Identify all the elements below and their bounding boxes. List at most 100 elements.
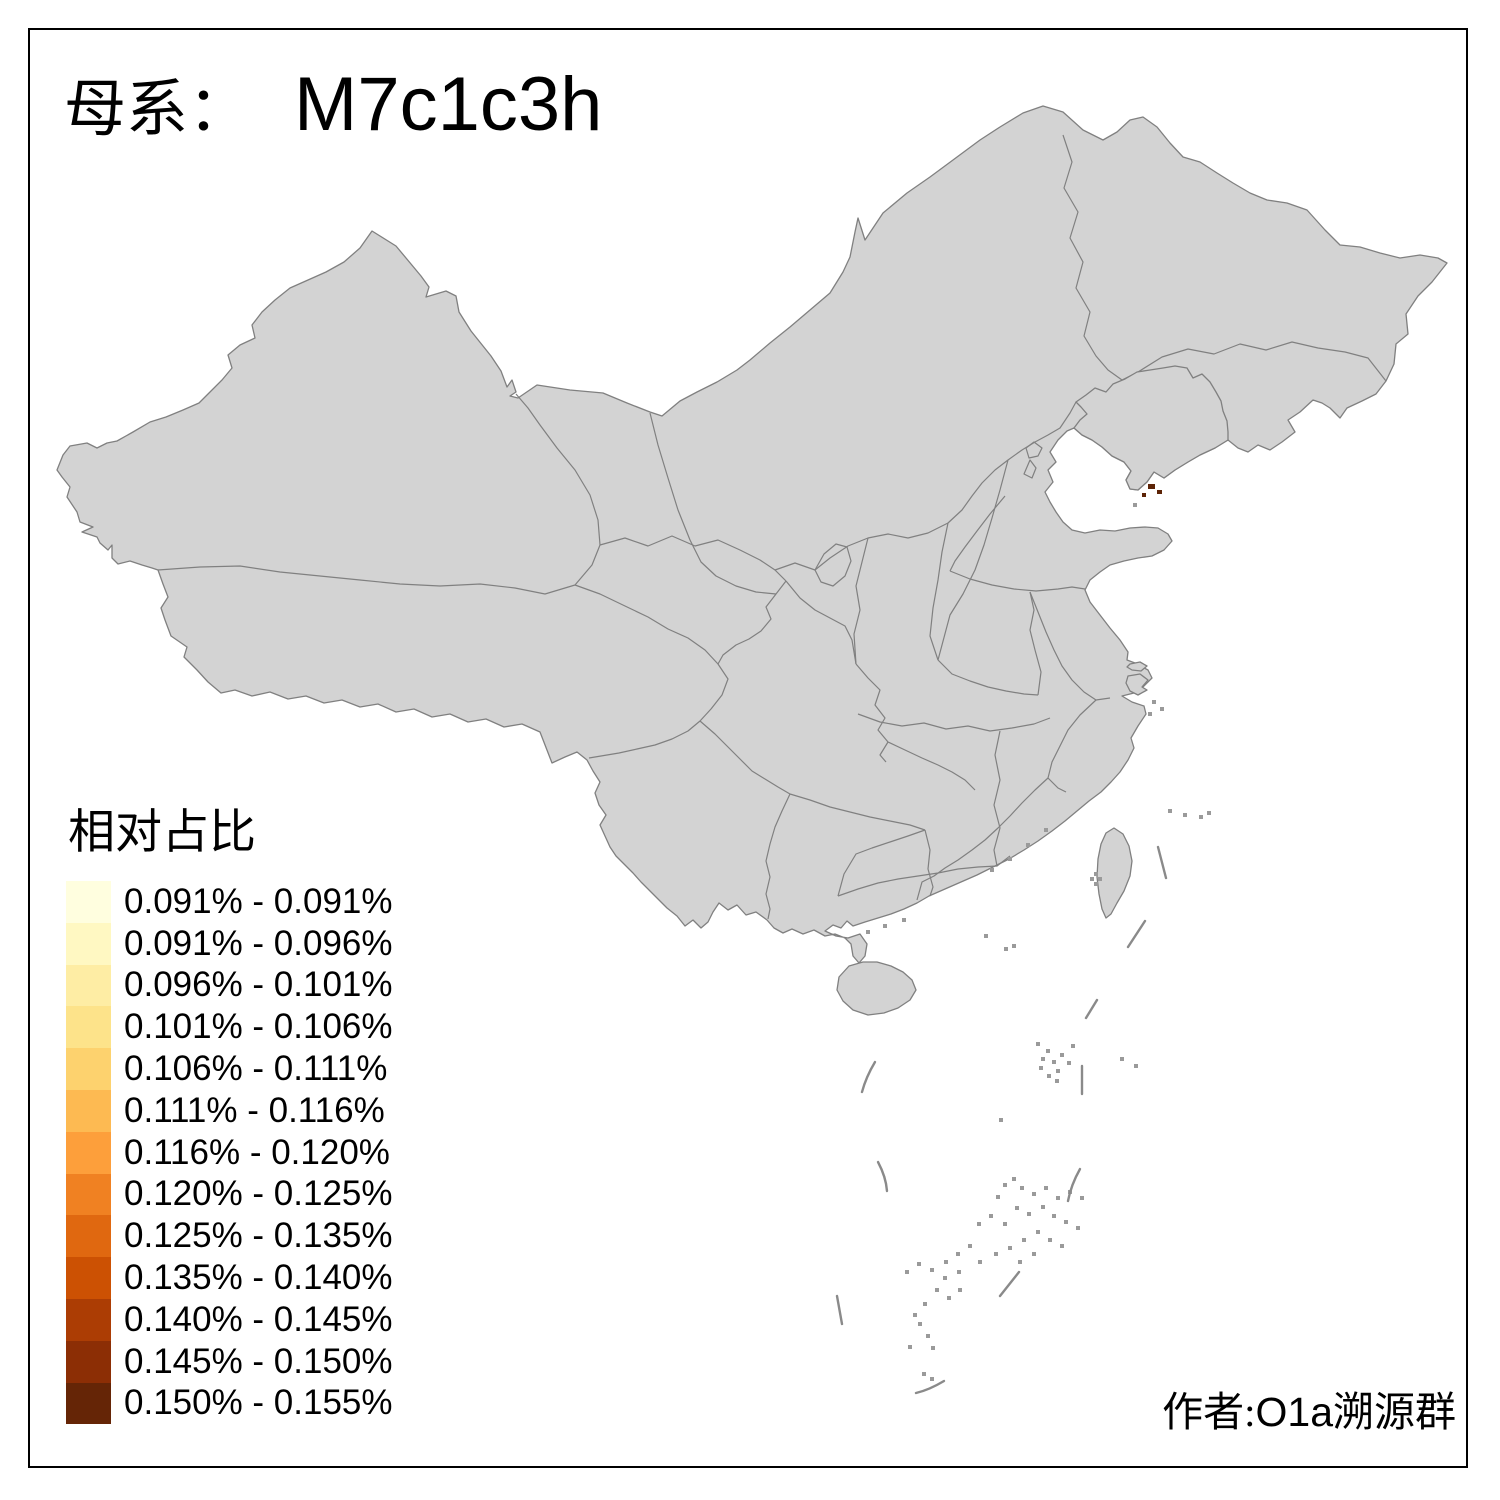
islet-dot <box>923 1302 927 1306</box>
islet-dot <box>1027 1212 1031 1216</box>
islet-dot <box>1004 947 1008 951</box>
islet-dot <box>1148 712 1152 716</box>
attribution-suffix: 溯源群 <box>1333 1389 1456 1435</box>
mainland-china-shape <box>56 105 1448 964</box>
islet-dot <box>926 1334 930 1338</box>
legend-item: 0.125% - 0.135% <box>66 1215 393 1258</box>
islet-dot <box>1048 1238 1052 1242</box>
region-taiwan <box>1096 827 1133 919</box>
islet-dot <box>1076 1226 1080 1230</box>
map-title-haplogroup: M7c1c3h <box>294 62 603 147</box>
islet-dot <box>1018 1260 1022 1264</box>
islet-dot <box>990 868 994 872</box>
liaoning-islets <box>1142 484 1162 497</box>
legend-swatch <box>66 881 111 923</box>
legend-class-label: 0.091% - 0.091% <box>124 881 393 921</box>
legend-item: 0.120% - 0.125% <box>66 1173 393 1216</box>
legend-class-label: 0.116% - 0.120% <box>124 1132 390 1172</box>
region-liaoning <box>1073 365 1229 491</box>
legend-item: 0.116% - 0.120% <box>66 1131 393 1174</box>
islet-dot <box>1003 1183 1007 1187</box>
legend-swatch <box>66 922 111 965</box>
islet-dot <box>1080 1196 1084 1200</box>
islet-dot <box>930 1268 934 1272</box>
islet-dot <box>984 934 988 938</box>
islet-dot <box>1094 882 1098 886</box>
islet-dot <box>1041 1205 1045 1209</box>
legend-swatch <box>66 1048 111 1090</box>
map-title: 母系： M7c1c3h <box>64 58 602 148</box>
islet-dot <box>908 1345 912 1349</box>
islet-dot <box>1133 503 1137 507</box>
islet-dot <box>1047 1074 1051 1078</box>
islet-dot <box>1152 700 1156 704</box>
legend-item: 0.101% - 0.106% <box>66 1006 393 1049</box>
islet-dot <box>1071 1044 1075 1048</box>
legend-class-label: 0.111% - 0.116% <box>124 1090 385 1130</box>
islet-dot <box>947 1296 951 1300</box>
legend-swatch <box>66 1006 111 1049</box>
islet-dot <box>977 1222 981 1226</box>
islet-dot <box>1060 1244 1064 1248</box>
legend-item: 0.096% - 0.101% <box>66 964 393 1007</box>
islet-dot <box>1039 1066 1043 1070</box>
islet-dot <box>1120 1057 1124 1061</box>
legend-swatch <box>66 964 111 1007</box>
islet-dot <box>905 1270 909 1274</box>
legend-swatch <box>66 1382 111 1425</box>
legend-item: 0.111% - 0.116% <box>66 1089 393 1132</box>
islet-dot <box>1067 1061 1071 1065</box>
islet-dot <box>1041 1057 1045 1061</box>
islet-dot <box>1012 944 1016 948</box>
islet-dot <box>1160 707 1164 711</box>
legend-item: 0.150% - 0.155% <box>66 1382 393 1425</box>
islet-dot <box>1036 1042 1040 1046</box>
islet-dot <box>1032 1192 1036 1196</box>
legend-title: 相对占比 <box>68 807 256 859</box>
legend-class-label: 0.145% - 0.150% <box>124 1341 393 1381</box>
legend-class-label: 0.150% - 0.155% <box>124 1383 393 1423</box>
legend-class-label: 0.096% - 0.101% <box>124 965 393 1005</box>
islet-dot <box>944 1260 948 1264</box>
islet-dot <box>943 1276 947 1280</box>
legend-swatch <box>66 1173 111 1216</box>
legend-item: 0.145% - 0.150% <box>66 1340 393 1383</box>
legend-swatch <box>66 1298 111 1341</box>
islet-dot <box>1207 811 1211 815</box>
nine-dash-line <box>835 845 1168 1395</box>
islet-dot <box>996 1195 1000 1199</box>
plot-frame <box>28 28 1468 1468</box>
islet-dot <box>1183 813 1187 817</box>
islet-dot <box>994 1252 998 1256</box>
islet-dot <box>956 1252 960 1256</box>
islet-dot <box>1003 1222 1007 1226</box>
islet-dot <box>1008 857 1012 861</box>
legend-class-label: 0.135% - 0.140% <box>124 1258 393 1298</box>
islet-dot <box>1134 1064 1138 1068</box>
attribution-group: O1a <box>1255 1389 1334 1435</box>
region-hainan <box>836 961 917 1016</box>
islet-dot <box>1055 1079 1059 1083</box>
legend: 相对占比 0.091% - 0.091% 0.091% - 0.096% 0.096… <box>66 807 393 1425</box>
legend-class-label: 0.140% - 0.145% <box>124 1299 393 1339</box>
region-shanghai <box>1125 661 1149 696</box>
legend-swatch <box>66 1215 111 1258</box>
legend-item: 0.091% - 0.096% <box>66 922 393 965</box>
islet-dot <box>922 1372 926 1376</box>
islet-dot <box>935 1288 939 1292</box>
islet-dot <box>968 1244 972 1248</box>
islet-dot <box>918 1322 922 1326</box>
islet-dot <box>1090 877 1094 881</box>
islet-dot <box>931 1346 935 1350</box>
islet-dot <box>1008 1246 1012 1250</box>
islet-dot <box>1064 1220 1068 1224</box>
islet-dot <box>1060 1053 1064 1057</box>
islet-dot <box>1044 1186 1048 1190</box>
islet-dot <box>978 1260 982 1264</box>
legend-item: 0.091% - 0.091% <box>66 881 393 923</box>
islet-dot <box>999 1118 1003 1122</box>
islet-dot <box>957 1270 961 1274</box>
map-title-prefix: 母系： <box>64 76 251 144</box>
